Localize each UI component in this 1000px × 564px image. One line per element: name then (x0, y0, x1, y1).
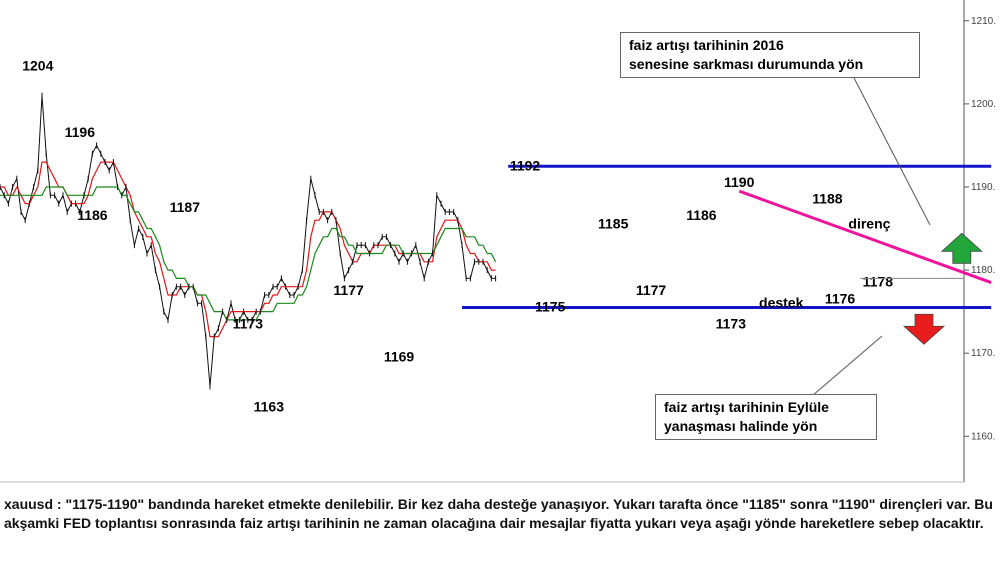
ma-fast-series-line (0, 161, 496, 338)
annotation-label: 1176 (825, 290, 856, 306)
annotation-label: 1188 (812, 191, 843, 207)
annotation-label: 1177 (636, 282, 667, 298)
annotation-label: 1186 (77, 207, 108, 223)
note-down-leader (811, 335, 883, 397)
note-up-leader (851, 73, 931, 226)
arrow-down-icon (902, 313, 946, 345)
price-chart: 1210. 1200. 1190. 1180. 1170. 1160. 1204 1196 1… (0, 0, 996, 483)
note-downside-line-1: faiz artışı tarihinin Eylüle (664, 399, 829, 415)
arrow-up-icon (940, 232, 983, 264)
ma-slow-series-line (0, 186, 497, 321)
annotation-label: 1169 (384, 349, 415, 365)
note-downside-line-2: yanaşması halinde yön (664, 418, 818, 434)
note-upside-line-1: faiz artışı tarihinin 2016 (629, 37, 784, 53)
analysis-caption: xauusd : "1175-1190" bandında hareket et… (4, 496, 993, 531)
level-line (738, 189, 992, 284)
annotation-label: 1187 (170, 199, 201, 215)
annotation-label: 1163 (254, 398, 285, 414)
annotation-label: 1192 (510, 157, 541, 173)
annotation-label: direnç (848, 216, 890, 232)
y-tick-label: 1190. (971, 182, 995, 193)
y-tick-label: 1180. (971, 265, 995, 276)
y-tick-label: 1170. (971, 348, 995, 359)
annotation-label: 1196 (65, 124, 96, 140)
annotation-label: 1185 (598, 216, 629, 232)
annotation-label: 1175 (535, 299, 566, 315)
annotation-label: 1177 (333, 282, 364, 298)
annotation-label: 1178 (863, 274, 894, 290)
note-upside-line-2: senesine sarkması durumunda yön (629, 56, 864, 72)
y-tick-label: 1160. (971, 431, 995, 442)
annotation-label: 1186 (686, 207, 717, 223)
y-tick-label: 1200. (971, 99, 996, 110)
note-downside-scenario: faiz artışı tarihinin Eylüle yanaşması h… (655, 394, 877, 440)
annotation-label: 1204 (22, 58, 53, 74)
note-upside-scenario: faiz artışı tarihinin 2016 senesine sark… (620, 32, 920, 78)
annotation-label: 1190 (724, 174, 755, 190)
annotation-label: 1173 (716, 315, 747, 331)
annotation-label: 1173 (233, 315, 264, 331)
annotation-label: destek (759, 294, 804, 310)
y-tick-label: 1210. (971, 16, 996, 27)
